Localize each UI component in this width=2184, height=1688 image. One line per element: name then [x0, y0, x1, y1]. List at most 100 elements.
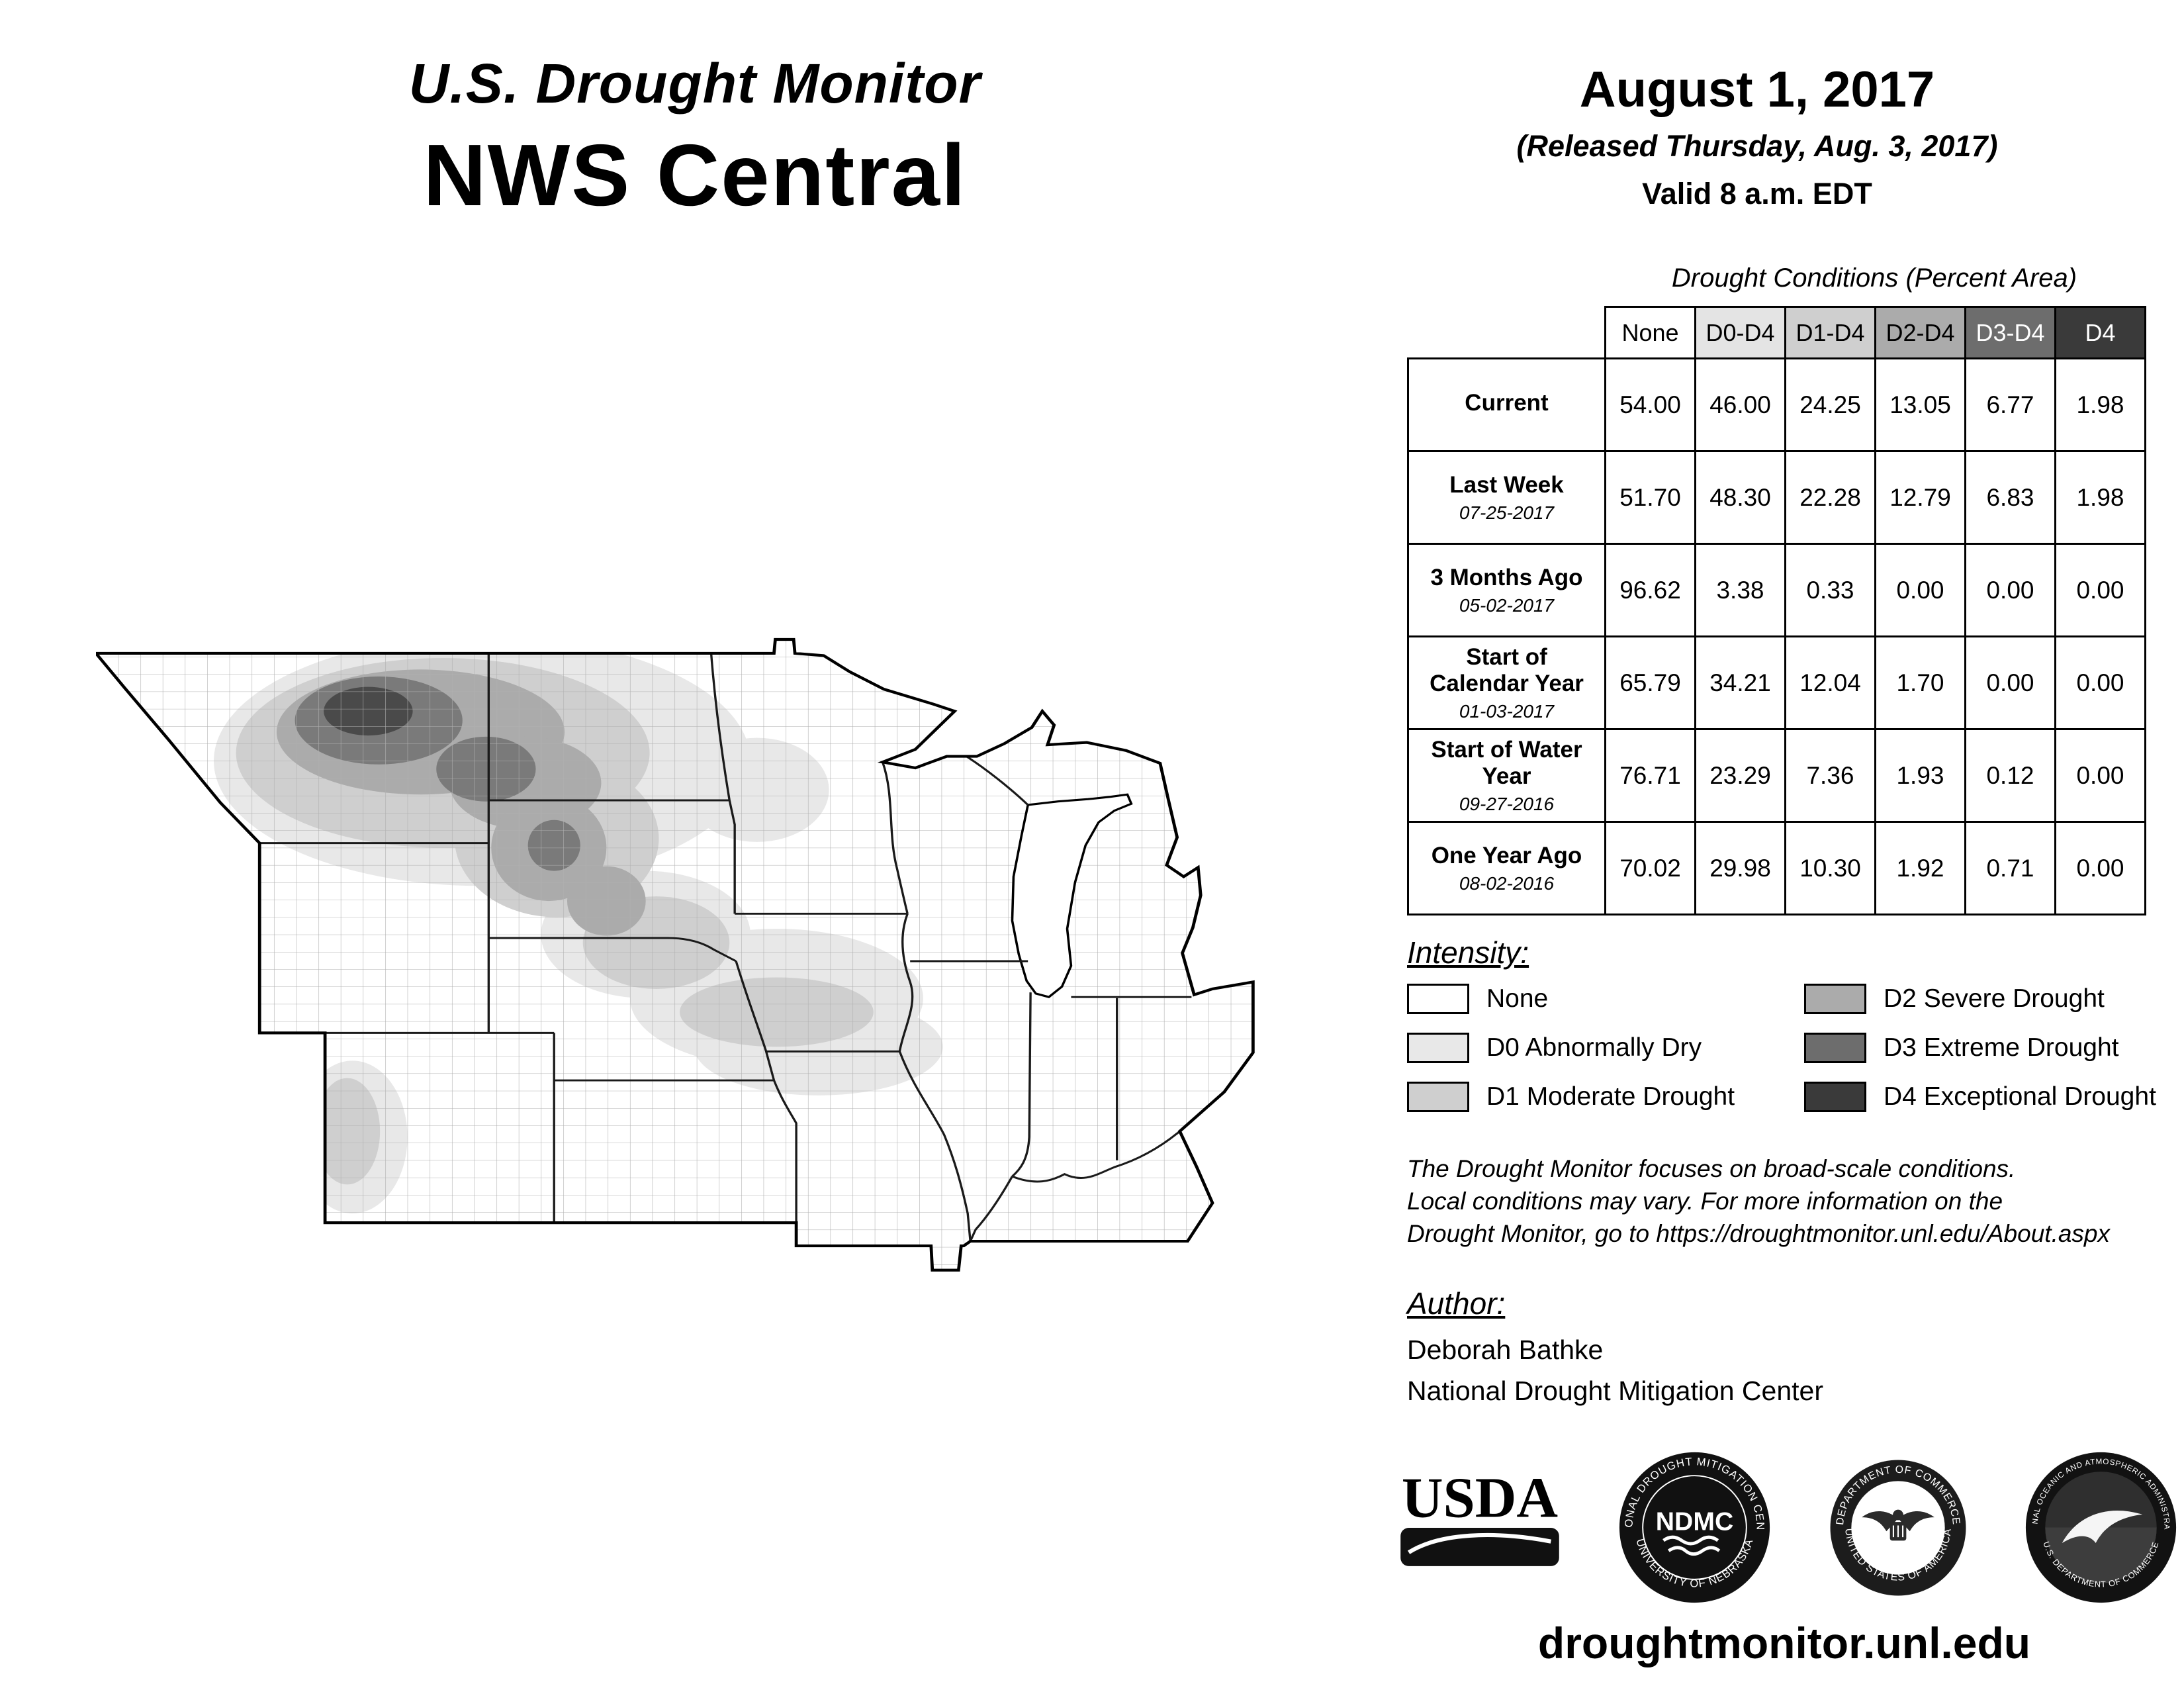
- table-cell: 12.04: [1784, 635, 1876, 730]
- svg-text:USDA: USDA: [1402, 1466, 1558, 1529]
- row-label: Last Week 07-25-2017: [1407, 450, 1606, 545]
- ndmc-logo: NATIONAL DROUGHT MITIGATION CENTER UNIVE…: [1617, 1450, 1770, 1603]
- drought-conditions-table: None D0-D4 D1-D4 D2-D4 D3-D4 D4 Current …: [1407, 306, 2146, 915]
- valid-time: Valid 8 a.m. EDT: [1642, 177, 1872, 211]
- legend-item-d0: D0 Abnormally Dry: [1407, 1033, 1775, 1063]
- date-block: August 1, 2017 (Released Thursday, Aug. …: [1330, 61, 2184, 211]
- disclaimer: The Drought Monitor focuses on broad-sca…: [1407, 1153, 2110, 1250]
- disclaimer-line-3: Drought Monitor, go to https://droughtmo…: [1407, 1219, 2110, 1247]
- column-header-d0-d4: D0-D4: [1694, 306, 1786, 359]
- table-cell: 0.00: [1964, 543, 2056, 637]
- row-label-text: Start of Water Year: [1431, 736, 1582, 789]
- table-row-last-week: Last Week 07-25-2017 51.70 48.30 22.28 12…: [1407, 450, 2146, 545]
- row-date: 09-27-2016: [1459, 793, 1555, 814]
- row-date: 07-25-2017: [1459, 502, 1555, 523]
- site-url: droughtmonitor.unl.edu: [1537, 1618, 2031, 1667]
- legend-label: D1 Moderate Drought: [1486, 1082, 1735, 1111]
- legend-label: D3 Extreme Drought: [1884, 1033, 2119, 1062]
- legend-column-right: D2 Severe Drought D3 Extreme Drought D4 …: [1804, 984, 2172, 1112]
- logo-row: USDA NATIONAL DROUGHT MITIGATION CENTER …: [1398, 1450, 2179, 1605]
- legend-swatch-d1: [1407, 1082, 1469, 1112]
- table-cell: 0.00: [2054, 728, 2146, 823]
- table-cell: 0.71: [1964, 821, 2056, 915]
- table-cell: 65.79: [1604, 635, 1696, 730]
- table-cell: 0.00: [2054, 821, 2146, 915]
- table-cell: 76.71: [1604, 728, 1696, 823]
- table-cell: 6.83: [1964, 450, 2056, 545]
- report-date: August 1, 2017: [1579, 62, 1935, 118]
- row-label-text: Start of Calendar Year: [1430, 643, 1584, 696]
- legend-item-d3: D3 Extreme Drought: [1804, 1033, 2172, 1063]
- row-label-text: Current: [1465, 389, 1549, 416]
- table-cell: 6.77: [1964, 357, 2056, 452]
- table-cell: 0.00: [2054, 543, 2146, 637]
- intensity-legend: None D0 Abnormally Dry D1 Moderate Droug…: [1407, 984, 2172, 1112]
- table-cell: 13.05: [1874, 357, 1966, 452]
- legend-item-d4: D4 Exceptional Drought: [1804, 1082, 2172, 1112]
- table-row-current: Current 54.00 46.00 24.25 13.05 6.77 1.9…: [1407, 357, 2146, 452]
- legend-swatch-none: [1407, 984, 1469, 1014]
- svg-text:NDMC: NDMC: [1656, 1507, 1733, 1536]
- table-cell: 0.00: [1964, 635, 2056, 730]
- table-cell: 1.92: [1874, 821, 1966, 915]
- row-label: Start of Water Year 09-27-2016: [1407, 728, 1606, 823]
- table-cell: 24.25: [1784, 357, 1876, 452]
- table-cell: 51.70: [1604, 450, 1696, 545]
- disclaimer-line-1: The Drought Monitor focuses on broad-sca…: [1407, 1155, 2016, 1182]
- row-label: Start of Calendar Year 01-03-2017: [1407, 635, 1606, 730]
- region-outline: [93, 637, 1255, 1272]
- title-block: U.S. Drought Monitor NWS Central: [192, 52, 1198, 225]
- table-cell: 10.30: [1784, 821, 1876, 915]
- table-cell: 0.00: [2054, 635, 2146, 730]
- commerce-logo: DEPARTMENT OF COMMERCE UNITED STATES OF …: [1830, 1460, 1966, 1595]
- region-title: NWS Central: [423, 126, 967, 224]
- legend-swatch-d2: [1804, 984, 1866, 1014]
- author-org: National Drought Mitigation Center: [1407, 1376, 1823, 1406]
- legend-swatch-d0: [1407, 1033, 1469, 1063]
- table-cell: 3.38: [1694, 543, 1786, 637]
- row-label: One Year Ago 08-02-2016: [1407, 821, 1606, 915]
- table-cell: 0.12: [1964, 728, 2056, 823]
- table-row-start-water-year: Start of Water Year 09-27-2016 76.71 23.2…: [1407, 728, 2146, 823]
- usda-logo: USDA: [1400, 1466, 1559, 1566]
- table-cell: 34.21: [1694, 635, 1786, 730]
- legend-item-none: None: [1407, 984, 1775, 1014]
- table-cell: 29.98: [1694, 821, 1786, 915]
- table-row-start-calendar-year: Start of Calendar Year 01-03-2017 65.79 3…: [1407, 635, 2146, 730]
- table-row-one-year-ago: One Year Ago 08-02-2016 70.02 29.98 10.30…: [1407, 821, 2146, 915]
- table-cell: 23.29: [1694, 728, 1786, 823]
- legend-label: D2 Severe Drought: [1884, 984, 2105, 1013]
- report-title: U.S. Drought Monitor: [408, 52, 981, 115]
- table-title: Drought Conditions (Percent Area): [1671, 263, 2077, 293]
- drought-map: [93, 626, 1274, 1288]
- intensity-heading: Intensity:: [1407, 935, 1529, 970]
- drought-map-svg: [93, 637, 1255, 1272]
- row-label-text: Last Week: [1449, 471, 1564, 498]
- release-date: (Released Thursday, Aug. 3, 2017): [1516, 129, 1998, 163]
- disclaimer-line-2: Local conditions may vary. For more info…: [1407, 1187, 2003, 1215]
- legend-column-left: None D0 Abnormally Dry D1 Moderate Droug…: [1407, 984, 1775, 1112]
- legend-item-d2: D2 Severe Drought: [1804, 984, 2172, 1014]
- row-label: 3 Months Ago 05-02-2017: [1407, 543, 1606, 637]
- table-cell: 70.02: [1604, 821, 1696, 915]
- column-header-none: None: [1604, 306, 1696, 359]
- table-cell: 1.93: [1874, 728, 1966, 823]
- row-date: 01-03-2017: [1459, 700, 1555, 722]
- column-header-d2-d4: D2-D4: [1874, 306, 1966, 359]
- author-heading: Author:: [1407, 1286, 1506, 1321]
- table-cell: 7.36: [1784, 728, 1876, 823]
- table-header-row: None D0-D4 D1-D4 D2-D4 D3-D4 D4: [1408, 306, 2146, 359]
- noaa-logo: NATIONAL OCEANIC AND ATMOSPHERIC ADMINIS…: [2023, 1450, 2177, 1603]
- table-cell: 96.62: [1604, 543, 1696, 637]
- column-header-d1-d4: D1-D4: [1784, 306, 1876, 359]
- table-cell: 46.00: [1694, 357, 1786, 452]
- row-date: 05-02-2017: [1459, 594, 1555, 616]
- table-cell: 0.00: [1874, 543, 1966, 637]
- table-cell: 54.00: [1604, 357, 1696, 452]
- lake-michigan: [1011, 793, 1133, 998]
- column-header-d3-d4: D3-D4: [1964, 306, 2056, 359]
- row-label-text: One Year Ago: [1431, 842, 1582, 868]
- table-cell: 22.28: [1784, 450, 1876, 545]
- county-grid: [96, 639, 1253, 1270]
